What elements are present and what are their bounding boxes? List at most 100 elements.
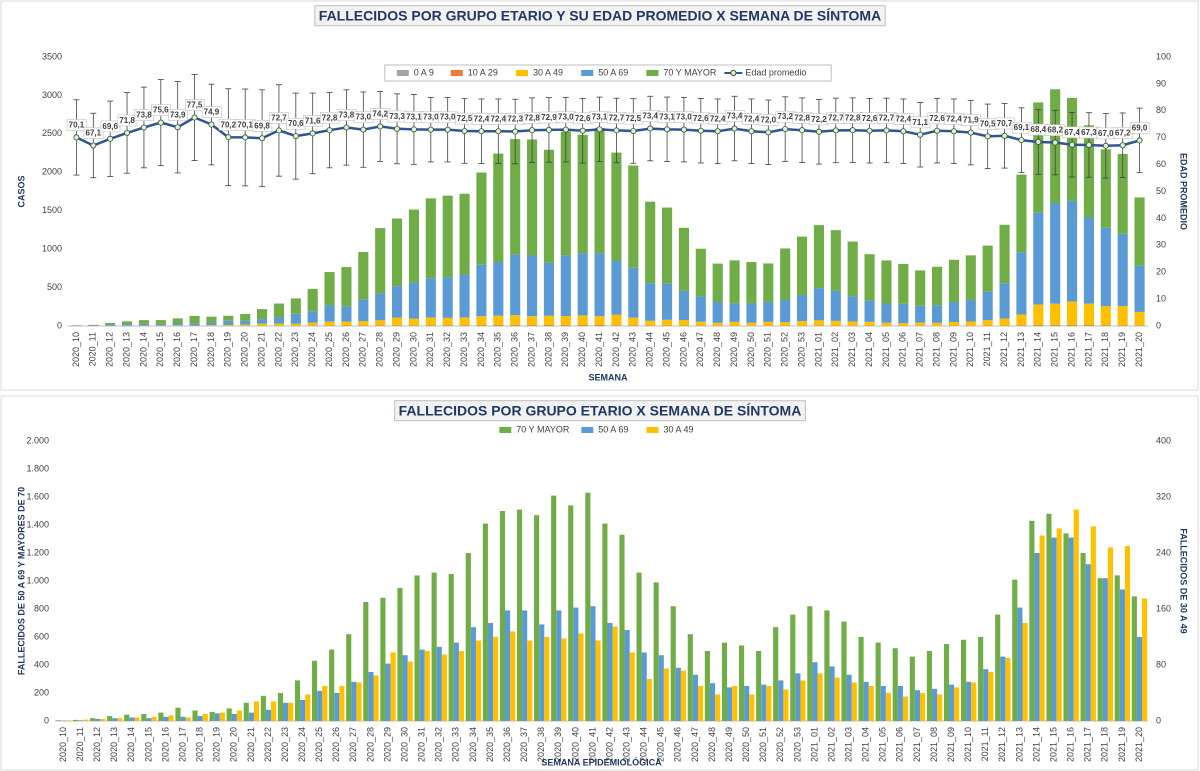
bar	[356, 682, 362, 721]
bar	[909, 656, 915, 721]
bar	[527, 640, 533, 721]
data-label: 72,7	[609, 114, 625, 123]
bar	[105, 323, 116, 325]
x-tick-label: 2020_11	[75, 727, 85, 761]
x-tick-label: 2020_35	[493, 332, 503, 367]
data-label: 70,6	[288, 119, 304, 128]
bar	[594, 127, 605, 254]
data-label: 69,6	[102, 122, 118, 131]
bar	[493, 325, 504, 326]
bar	[611, 314, 622, 326]
bar	[375, 293, 386, 321]
chart-2: FALLECIDOS POR GRUPO ETARIO X SEMANA DE …	[0, 395, 1199, 771]
line-marker	[647, 125, 654, 132]
bar	[324, 305, 335, 322]
bar	[368, 672, 374, 721]
x-tick-label: 2020_17	[177, 727, 187, 762]
data-label: 73,2	[777, 112, 793, 121]
x-tick-label: 2021_18	[1100, 332, 1110, 367]
bar	[189, 323, 200, 326]
bar	[322, 686, 328, 721]
legend-label: Edad promedio	[745, 67, 806, 77]
bar	[290, 298, 301, 314]
bar	[577, 325, 588, 326]
x-tick-label: 2020_23	[280, 727, 290, 762]
bar	[105, 324, 116, 326]
bar	[1016, 252, 1027, 315]
bar	[1117, 325, 1128, 326]
data-label: 72,3	[507, 115, 523, 124]
bar	[1022, 623, 1028, 721]
bar	[442, 317, 453, 326]
bar	[1100, 325, 1111, 326]
bar	[290, 313, 301, 324]
bar	[628, 267, 639, 318]
bar	[248, 712, 254, 721]
bar	[995, 614, 1001, 721]
bar	[175, 707, 181, 721]
x-tick-label: 2021_15	[1050, 332, 1060, 367]
bar	[425, 317, 436, 326]
y-tick-label: 1.400	[26, 519, 49, 529]
bar	[636, 572, 642, 721]
data-label-box	[252, 120, 273, 132]
bar	[795, 673, 801, 721]
x-tick-label: 2021_04	[864, 332, 874, 367]
y2-tick-label: 400	[1156, 435, 1171, 445]
bar	[476, 325, 487, 326]
bar	[1050, 203, 1061, 304]
x-tick-label: 2020_18	[206, 332, 216, 367]
bar	[341, 306, 352, 322]
x-tick-label: 2020_38	[536, 727, 546, 762]
x-tick-label: 2021_12	[997, 727, 1007, 762]
bar	[1136, 637, 1143, 721]
line-marker	[208, 121, 215, 128]
data-label: 70,1	[69, 121, 85, 130]
bar	[881, 260, 892, 304]
bar	[678, 320, 689, 326]
bar	[1117, 306, 1128, 326]
bar	[392, 218, 403, 287]
bar	[704, 651, 710, 721]
line-marker	[1069, 141, 1076, 148]
bar	[1046, 513, 1052, 721]
bar	[628, 325, 639, 326]
bar	[697, 686, 704, 721]
bar	[982, 291, 993, 321]
bar	[305, 694, 311, 721]
data-label: 72,0	[761, 115, 777, 124]
bar	[273, 303, 284, 318]
x-tick-label: 2020_40	[570, 727, 580, 762]
bar	[746, 322, 757, 326]
line-marker	[1001, 132, 1008, 139]
bar	[408, 282, 419, 319]
data-label: 71,1	[912, 118, 928, 127]
legend-swatch	[581, 427, 594, 433]
bar	[155, 323, 166, 326]
y2-tick-label: 90	[1156, 78, 1166, 88]
bar	[678, 290, 689, 321]
x-tick-label: 2020_41	[594, 332, 604, 367]
legend-label: 10 A 29	[468, 67, 498, 77]
y2-tick-label: 40	[1156, 213, 1166, 223]
bar	[1134, 311, 1145, 326]
line-marker	[866, 127, 873, 134]
x-tick-label: 2021_03	[844, 727, 854, 762]
bar	[172, 325, 183, 326]
line-marker	[309, 130, 316, 137]
data-label: 73,0	[356, 113, 372, 122]
bar	[493, 315, 504, 326]
x-tick-label: 2021_17	[1083, 332, 1093, 367]
line-marker	[427, 126, 434, 133]
bar	[1142, 598, 1148, 721]
x-tick-label: 2020_53	[792, 727, 802, 762]
bar	[329, 649, 335, 721]
line-marker	[1119, 142, 1126, 149]
line-marker	[917, 131, 924, 138]
x-tick-label: 2020_21	[246, 727, 256, 762]
x-tick-label: 2021_07	[915, 332, 925, 367]
bar	[168, 715, 174, 721]
x-tick-label: 2020_30	[408, 332, 418, 367]
x-tick-label: 2021_05	[878, 727, 888, 762]
bar	[585, 492, 591, 721]
